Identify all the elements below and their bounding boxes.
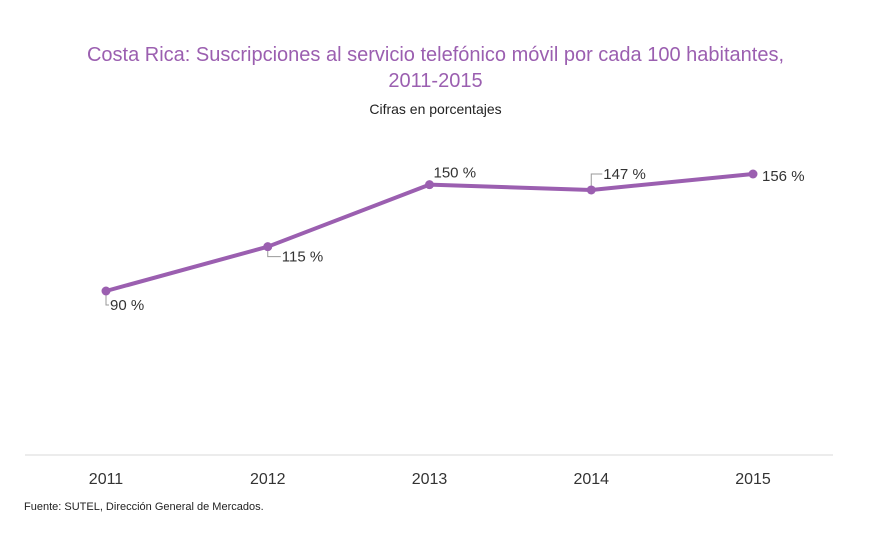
data-point-2011 bbox=[101, 286, 111, 296]
data-point-2015 bbox=[748, 169, 758, 179]
data-label-2014: 147 % bbox=[603, 166, 646, 183]
x-tick-label-2015: 2015 bbox=[735, 471, 771, 488]
x-tick-label-2012: 2012 bbox=[250, 471, 286, 488]
data-label-2011: 90 % bbox=[110, 297, 144, 314]
label-leader-2012 bbox=[267, 250, 281, 258]
chart-title-line-2: 2011-2015 bbox=[388, 70, 483, 92]
chart-title: Costa Rica: Suscripciones al servicio te… bbox=[0, 42, 871, 94]
chart-title-line-1: Costa Rica: Suscripciones al servicio te… bbox=[86, 44, 785, 66]
data-point-2013 bbox=[425, 180, 434, 190]
data-label-2013: 150 % bbox=[434, 165, 477, 182]
label-leader-2011 bbox=[105, 295, 109, 306]
source-note: Fuente: SUTEL, Dirección General de Merc… bbox=[24, 501, 264, 513]
series-line bbox=[104, 172, 755, 293]
data-point-2012 bbox=[263, 242, 273, 252]
data-label-2015: 156 % bbox=[762, 168, 805, 185]
x-tick-label-2014: 2014 bbox=[573, 471, 609, 488]
label-leader-2014 bbox=[590, 173, 603, 186]
chart-subtitle: Cifras en porcentajes bbox=[369, 101, 502, 117]
data-label-2012: 115 % bbox=[282, 249, 323, 266]
x-tick-label-2011: 2011 bbox=[89, 471, 124, 488]
data-point-2014 bbox=[586, 185, 596, 195]
x-tick-label-2013: 2013 bbox=[412, 471, 448, 488]
